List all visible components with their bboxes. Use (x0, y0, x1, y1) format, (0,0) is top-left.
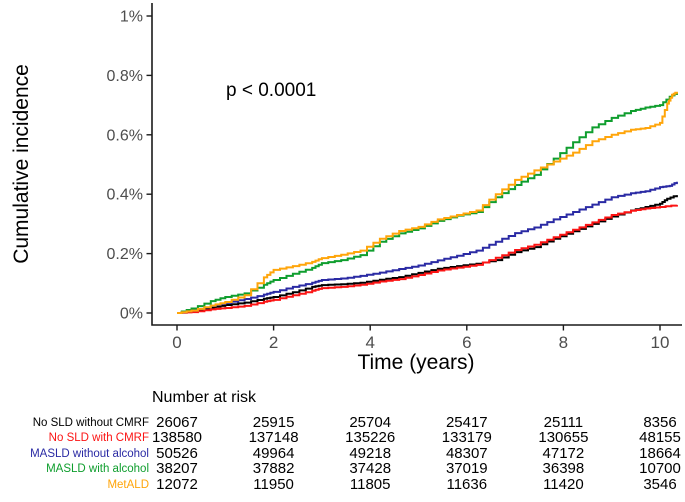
x-tick-label: 6 (462, 333, 471, 352)
risk-value: 18664 (639, 444, 681, 462)
curve-no-sld-with-cmrf (177, 204, 678, 314)
y-tick-label: 0% (120, 306, 143, 323)
x-axis-title: Time (years) (357, 351, 474, 374)
x-tick-label: 8 (559, 333, 568, 352)
risk-value: 12072 (156, 475, 198, 493)
risk-row-label: MetALD (107, 478, 149, 491)
risk-value: 11420 (543, 475, 584, 493)
y-axis-title: Cumulative incidence (10, 64, 33, 264)
plot-axes: 0 2 4 6 8 10 0% 0.2% 0.4% 0.6% 0.8% 1% (107, 3, 682, 352)
risk-row-label: No SLD without CMRF (32, 417, 149, 429)
p-value-annotation: p < 0.0001 (226, 80, 316, 101)
y-tick-label: 0.4% (107, 187, 143, 204)
risk-value: 133179 (441, 429, 492, 447)
risk-value: 49218 (349, 444, 392, 462)
risk-value: 48307 (445, 444, 488, 462)
x-tick-label: 10 (651, 333, 670, 352)
risk-value: 49964 (252, 444, 295, 462)
risk-value: 25704 (349, 414, 392, 431)
curve-metald (177, 91, 678, 314)
risk-value: 26067 (156, 414, 198, 431)
risk-value: 47172 (542, 444, 585, 462)
y-tick-label: 0.2% (107, 246, 143, 263)
km-curves (177, 91, 678, 314)
risk-value: 8356 (643, 414, 677, 431)
risk-value: 10700 (639, 460, 681, 478)
risk-row-label: MASLD with alcohol (46, 463, 149, 476)
risk-value: 3546 (643, 475, 677, 493)
risk-value: 25417 (445, 414, 488, 431)
curve-masld-without-alcohol (177, 181, 678, 314)
risk-value: 137148 (248, 429, 299, 447)
y-tick-label: 0.6% (107, 127, 143, 144)
risk-value: 130655 (538, 429, 589, 447)
risk-row-label: No SLD with CMRF (48, 432, 149, 445)
km-plot-canvas: 0 2 4 6 8 10 0% 0.2% 0.4% 0.6% 0.8% 1% Cumulative i… (10, 3, 682, 374)
risk-value: 11636 (446, 475, 488, 493)
curve-masld-with-alcohol (177, 92, 678, 314)
risk-value: 36398 (542, 460, 585, 478)
risk-value: 135226 (345, 429, 396, 447)
risk-value: 11805 (349, 475, 391, 493)
risk-value: 37428 (349, 460, 392, 478)
risk-value: 138580 (151, 429, 203, 447)
x-tick-label: 2 (269, 333, 278, 352)
risk-value: 50526 (156, 444, 198, 462)
risk-value: 48155 (639, 429, 681, 447)
x-tick-label: 4 (365, 333, 374, 352)
x-tick-label: 0 (172, 333, 181, 352)
risk-value: 25111 (543, 414, 584, 431)
y-tick-label: 0.8% (107, 68, 143, 85)
y-tick-label: 1% (120, 9, 143, 26)
risk-value: 37019 (445, 460, 488, 478)
risk-row-label: MASLD without alcohol (30, 447, 149, 460)
risk-value: 37882 (252, 460, 295, 478)
axis-lines (151, 3, 682, 326)
risk-value: 38207 (156, 460, 198, 478)
risk-table-header: Number at risk (152, 389, 257, 406)
risk-value: 25915 (252, 414, 295, 431)
risk-value: 11950 (253, 475, 294, 493)
